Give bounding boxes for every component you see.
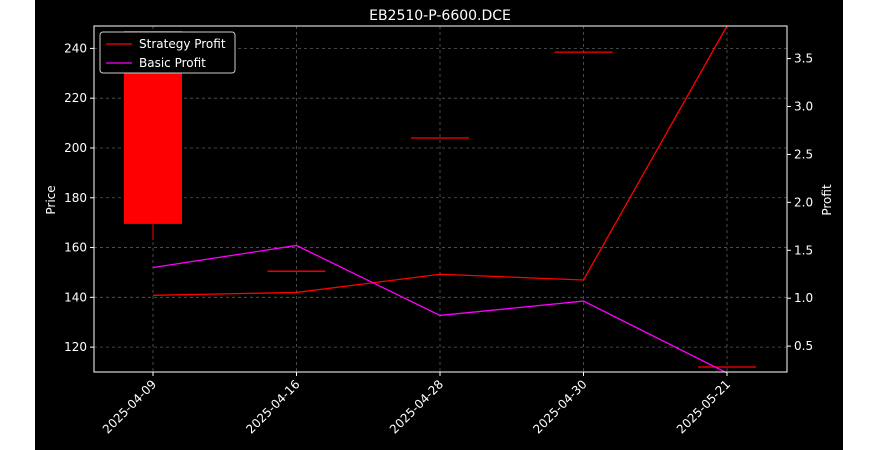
left-tick-label: 120 — [64, 340, 87, 354]
legend-label-strategy-profit: Strategy Profit — [139, 37, 226, 51]
left-tick-label: 240 — [64, 41, 87, 55]
profit-lines — [152, 25, 728, 374]
left-tick-label: 160 — [64, 241, 87, 255]
right-tick-label: 1.5 — [794, 243, 813, 257]
right-tick-label: 0.5 — [794, 339, 813, 353]
right-axis-label: Profit — [820, 184, 834, 216]
right-tick-label: 1.0 — [794, 291, 813, 305]
series-line-strategy-profit — [152, 25, 728, 296]
left-tick-label: 140 — [64, 290, 87, 304]
right-tick-label: 2.0 — [794, 195, 813, 209]
left-axis-label: Price — [44, 185, 58, 214]
right-tick-label: 2.5 — [794, 147, 813, 161]
legend-label-basic-profit: Basic Profit — [139, 56, 206, 70]
legend: Strategy Profit Basic Profit — [99, 31, 236, 74]
chart-title: EB2510-P-6600.DCE — [369, 8, 511, 24]
right-tick-label: 3.0 — [794, 100, 813, 114]
legend-box — [99, 31, 236, 74]
grid-lines — [94, 26, 787, 372]
left-tick-label: 220 — [64, 91, 87, 105]
left-tick-label: 200 — [64, 141, 87, 155]
left-tick-label: 180 — [64, 191, 87, 205]
right-tick-label: 3.5 — [794, 52, 813, 66]
right-axis-ticks: 0.5 1.0 1.5 2.0 2.5 3.0 3.5 — [787, 52, 813, 353]
left-axis-ticks: 120 140 160 180 200 220 240 — [64, 41, 94, 354]
series-line-basic-profit — [152, 244, 728, 374]
